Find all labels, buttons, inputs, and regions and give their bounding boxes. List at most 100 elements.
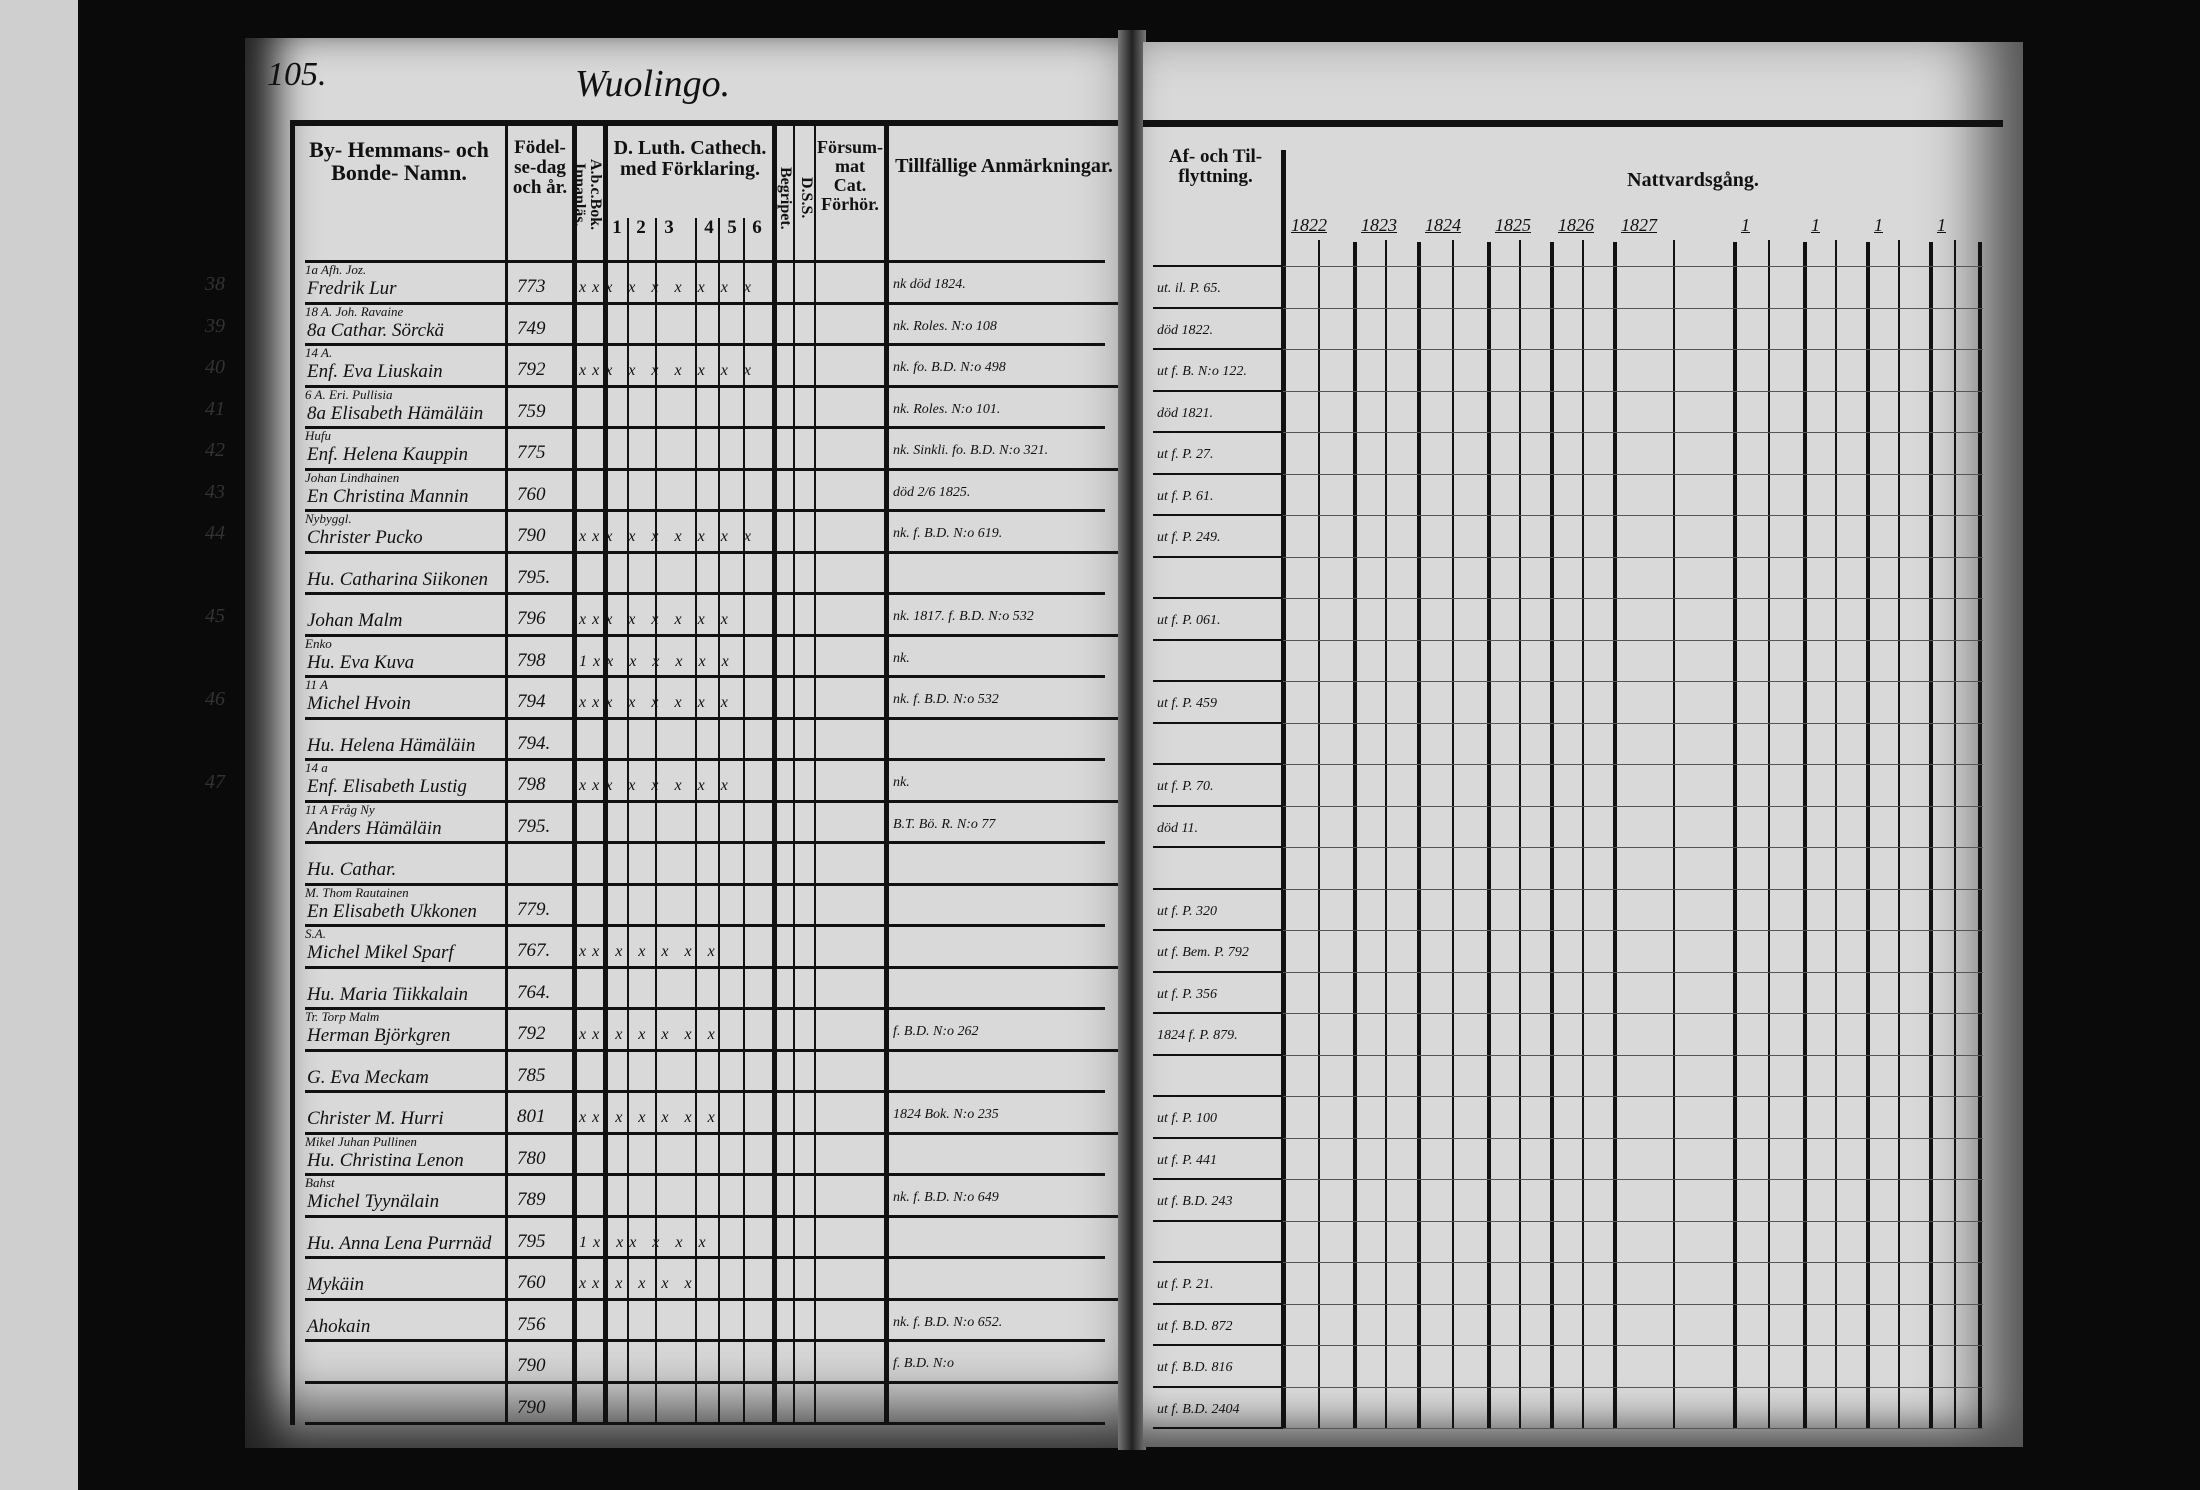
row-rule-light	[1283, 1345, 1983, 1346]
birth-year: 760	[517, 483, 546, 505]
header-moves: Af- och Til- flyttning.	[1168, 146, 1263, 187]
catechism-subcolumn-rule	[743, 218, 745, 1425]
subcolumn-rule	[1518, 240, 1521, 1429]
person-name: Hu. Helena Hämäläin	[307, 734, 476, 756]
row-note: Johan Lindhainen	[305, 469, 400, 485]
row-rule	[305, 1090, 1105, 1093]
move-record: ut f. P. 249.	[1157, 530, 1221, 545]
birth-year: 790	[517, 1396, 546, 1418]
row-rule	[1153, 721, 1281, 724]
move-record: ut f. P. 356	[1157, 986, 1218, 1002]
row-rule	[1153, 1136, 1281, 1139]
row-rule	[305, 1380, 1120, 1384]
row-margin-number: 44	[205, 522, 225, 544]
row-rule	[305, 799, 1120, 803]
catechism-subcolumn-rule	[695, 218, 697, 1425]
row-rule	[305, 633, 1120, 637]
row-note: Hufu	[305, 428, 331, 443]
catechism-part-number: 2	[636, 217, 646, 238]
person-name: Hu. Eva Kuva	[307, 651, 415, 673]
move-record: ut f. P. 70.	[1157, 779, 1214, 794]
row-margin-number: 45	[205, 605, 225, 627]
row-rule-light	[1283, 722, 1983, 724]
row-rule	[305, 1131, 1120, 1135]
header-begrip: Begripet.	[776, 166, 794, 230]
move-record: ut f. P. 100	[1157, 1111, 1218, 1126]
row-rule-light	[1283, 1137, 1983, 1139]
column-rule	[603, 126, 608, 1425]
birth-year: 790	[517, 1355, 546, 1376]
header-dss: D.S.S.	[797, 177, 815, 219]
row-rule-light	[1283, 805, 1983, 807]
row-rule	[1153, 680, 1281, 682]
catechism-part-number: 4	[704, 217, 714, 238]
year-column-rule	[1803, 242, 1807, 1429]
communion-year: 1	[1937, 215, 1946, 235]
person-name: Fredrik Lur	[307, 278, 397, 299]
row-rule	[1153, 1261, 1281, 1263]
person-name: Ahokain	[307, 1315, 371, 1337]
right-page: Af- och Til- flyttning. Nattvardsgång. 1…	[1143, 42, 2023, 1447]
move-record: död 1821.	[1157, 405, 1213, 421]
person-name: Hu. Cathar.	[307, 859, 397, 880]
book-gutter	[1118, 30, 1146, 1450]
row-rule-light	[1283, 1054, 1983, 1056]
row-rule	[305, 675, 1105, 678]
header-name: By- Hemmans- och Bonde- Namn.	[309, 137, 489, 186]
column-rule	[505, 126, 508, 1425]
person-name: 8a Elisabeth Hämäläin	[307, 402, 484, 424]
person-name: Hu. Anna Lena Purrnäd	[307, 1232, 492, 1254]
row-margin-number: 38	[205, 273, 225, 295]
row-rule	[1153, 348, 1281, 350]
move-record: ut f. P. 27.	[1157, 447, 1214, 462]
birth-year: 764.	[517, 981, 551, 1003]
remark: nk död 1824.	[893, 277, 966, 292]
communion-year: 1826	[1558, 215, 1594, 235]
row-rule-light	[1283, 971, 1983, 973]
row-rule-light	[1283, 556, 1983, 558]
row-note: 14 A.	[305, 345, 333, 360]
person-name: Enf. Helena Kauppin	[307, 444, 468, 465]
birth-year: 795	[517, 1230, 546, 1252]
header-abc: A.b.c.Bok. Innanläs.	[571, 159, 604, 231]
row-rule	[305, 260, 1105, 263]
communion-year: 1825	[1495, 215, 1531, 235]
row-note: M. Thom Rautainen	[305, 884, 409, 900]
row-rule	[305, 467, 1120, 471]
move-record: ut f. B.D. 816	[1157, 1360, 1233, 1375]
row-note: Nybyggl.	[305, 511, 352, 526]
person-name: Christer M. Hurri	[307, 1108, 444, 1129]
row-rule	[1153, 970, 1281, 973]
catechism-subcolumn-rule	[655, 218, 657, 1425]
row-rule	[305, 1214, 1120, 1218]
person-name: Enf. Eva Liuskain	[307, 361, 443, 382]
communion-year: 1	[1741, 215, 1750, 235]
row-rule	[1153, 306, 1281, 309]
column-rule	[814, 126, 816, 1425]
remark: 1824 Bok. N:o 235	[893, 1107, 999, 1122]
row-rule	[305, 1007, 1105, 1010]
row-rule	[305, 592, 1105, 595]
catechism-marks: 1xx x x x x x	[579, 652, 735, 670]
scanner-margin	[0, 0, 78, 1490]
row-rule	[305, 509, 1105, 512]
header-top-rule	[290, 120, 1120, 126]
row-rule-light	[1283, 1428, 1983, 1429]
row-note: Bahst	[305, 1175, 335, 1190]
remark: f. B.D. N:o 262	[893, 1024, 979, 1039]
move-record: ut f. B.D. 872	[1157, 1318, 1233, 1334]
header-top-rule	[1143, 120, 2003, 127]
row-rule	[1153, 929, 1281, 931]
birth-year: 756	[517, 1313, 546, 1335]
row-rule	[1153, 763, 1281, 765]
birth-year: 792	[517, 1023, 546, 1044]
person-name: En Christina Mannin	[307, 485, 469, 507]
row-rule-light	[1283, 847, 1983, 848]
person-name: Johan Malm	[307, 610, 403, 631]
row-rule-light	[1283, 888, 1983, 890]
person-name: Hu. Christina Lenon	[307, 1149, 464, 1171]
row-note: 14 a	[305, 760, 328, 775]
catechism-marks: xxx x x x x x	[579, 694, 734, 711]
year-column-rule	[1733, 242, 1737, 1429]
